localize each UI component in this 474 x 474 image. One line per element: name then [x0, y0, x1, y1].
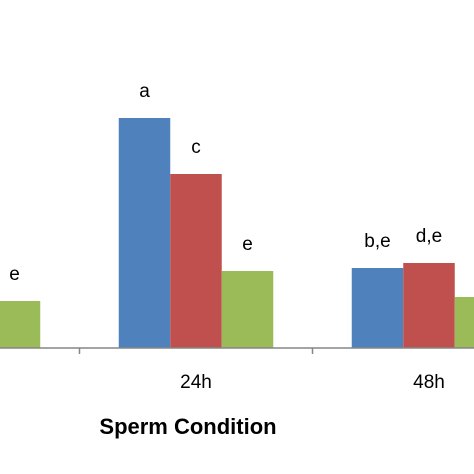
- x-tick-label: 24h: [180, 372, 212, 393]
- bar: [170, 174, 222, 348]
- bar-annotation: c: [191, 137, 201, 158]
- bar-annotation: e: [9, 264, 20, 285]
- bar-annotation: d,e: [416, 226, 442, 247]
- bar-annotation: b,e: [364, 231, 390, 252]
- x-tick-label: 48h: [413, 372, 445, 393]
- bar: [118, 118, 171, 348]
- bar-annotation: e: [242, 234, 253, 255]
- bar: [0, 301, 41, 348]
- x-axis-title: Sperm Condition: [99, 414, 276, 439]
- bar: [403, 263, 455, 348]
- bar: [351, 268, 404, 348]
- bar: [454, 297, 474, 348]
- bar-annotation: a: [139, 81, 150, 102]
- bar: [221, 271, 274, 348]
